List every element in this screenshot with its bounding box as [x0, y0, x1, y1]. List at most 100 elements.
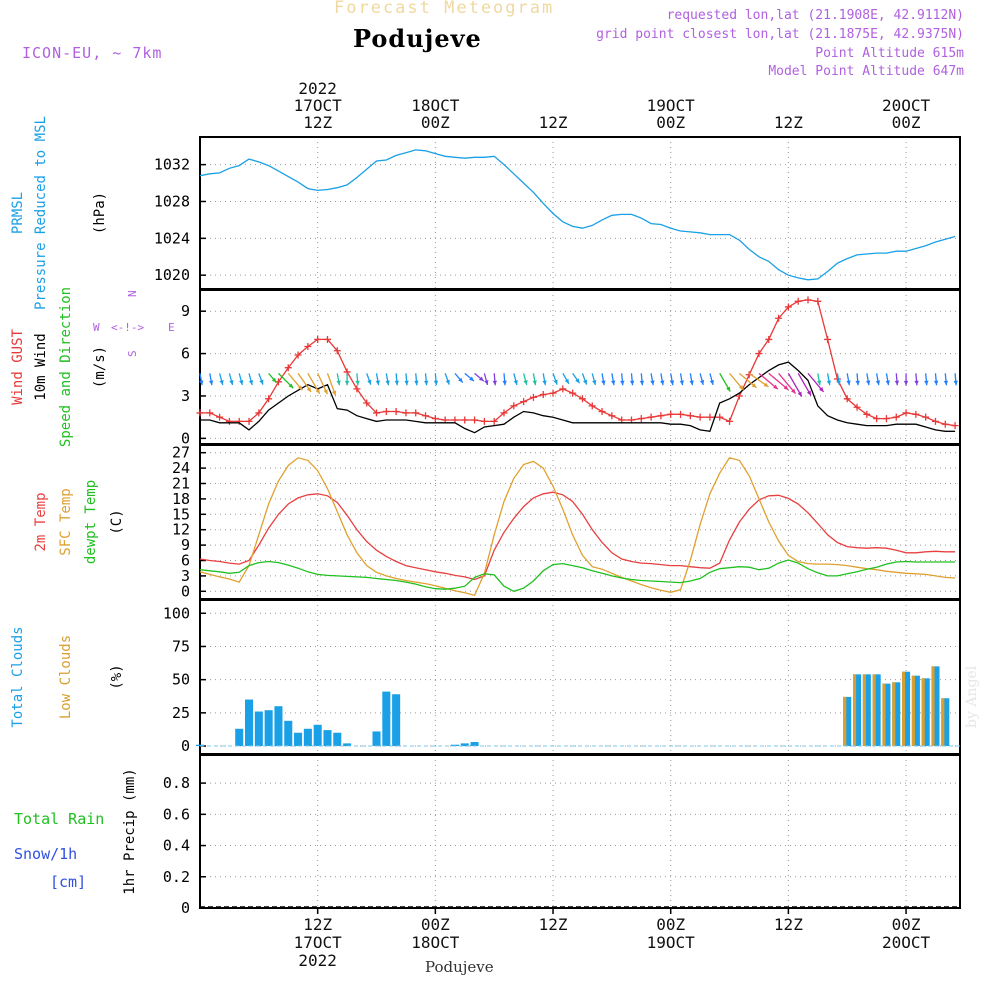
y-tick-label: 21: [172, 475, 190, 493]
time-label-bottom: 2022: [298, 951, 337, 970]
wind-barb-head: [523, 380, 528, 385]
y-tick-label: 0.4: [163, 837, 190, 855]
panel-label: Wind GUST: [10, 329, 26, 405]
wind-barb-head: [375, 380, 380, 386]
panel-label: dewpt Temp: [83, 480, 99, 564]
gust-marker: [529, 393, 537, 401]
wind-barb-head: [826, 380, 832, 386]
wind-barb-head: [336, 380, 341, 386]
y-tick-label: 12: [172, 521, 190, 539]
model-point-altitude: Model Point Altitude 647m: [768, 64, 964, 79]
y-tick-label: 3: [181, 567, 190, 585]
gust-marker: [461, 416, 469, 424]
wind-barb-head: [797, 391, 802, 397]
time-label-top: 12Z: [774, 113, 803, 132]
y-tick-label: 1020: [154, 266, 190, 284]
time-label-top: 20OCT: [882, 96, 931, 115]
legend-snow: Snow/1h: [14, 845, 77, 863]
wind-barb-head: [875, 380, 881, 386]
total-cloud-bar: [343, 743, 352, 747]
gust-marker: [951, 422, 959, 430]
time-label-top: 18OCT: [411, 96, 460, 115]
y-tick-label: 0.8: [163, 774, 190, 792]
wind-barb-head: [542, 380, 547, 386]
wind-barb-head: [575, 378, 580, 384]
panel-label: PRMSL: [10, 192, 26, 234]
total-cloud-bar: [941, 698, 950, 747]
wind-barb-head: [699, 380, 705, 385]
gust-marker: [510, 402, 518, 410]
gust-marker: [882, 415, 890, 423]
wind-barb-head: [751, 383, 757, 388]
wind-barb-head: [611, 380, 616, 386]
time-label-top: 12Z: [539, 113, 568, 132]
total-cloud-bar: [195, 744, 205, 747]
compass-north: N: [126, 290, 139, 297]
y-tick-label: 9: [181, 536, 190, 554]
wind-barb-head: [894, 380, 900, 386]
wind-barb-head: [469, 376, 474, 382]
panel-label: Speed and Direction: [58, 287, 74, 447]
wind-barb-head: [297, 385, 303, 391]
wind-barb-head: [478, 376, 484, 382]
panel-label: Low Clouds: [58, 635, 74, 719]
panel-label: (C): [109, 509, 125, 534]
wind-barb-head: [885, 380, 890, 386]
panel-label: Total Clouds: [10, 626, 26, 727]
gust-line: [200, 299, 956, 427]
wind-barb-head: [394, 380, 399, 386]
wind-barb-head: [763, 382, 769, 387]
wind-barb-head: [414, 380, 419, 386]
y-tick-label: 0.6: [163, 805, 190, 823]
gust-marker: [392, 408, 400, 416]
y-tick-label: 6: [181, 552, 190, 570]
panel-label: (hPa): [92, 192, 108, 234]
low-cloud-bar: [902, 671, 906, 747]
wind-barb-head: [772, 384, 778, 390]
y-tick-label: 1024: [154, 229, 190, 247]
low-cloud-bar: [931, 666, 935, 747]
wind-barb-head: [288, 383, 294, 389]
gust-marker: [804, 296, 812, 304]
time-label-bottom: 00Z: [656, 915, 685, 934]
y-tick-label: 1032: [154, 156, 190, 174]
time-label-top: 00Z: [892, 113, 921, 132]
gust-marker: [314, 335, 322, 343]
gust-marker: [755, 350, 763, 358]
gust-marker: [412, 409, 420, 417]
wind-barb-head: [943, 380, 949, 386]
wind-barb-head: [385, 380, 390, 386]
wind-barb-head: [650, 380, 655, 386]
gust-marker: [284, 364, 292, 372]
gust-marker: [794, 297, 802, 305]
y-tick-label: 1028: [154, 192, 190, 210]
gust-marker: [549, 389, 557, 397]
panel-frame: [199, 754, 961, 909]
wind-barb-head: [709, 380, 714, 385]
wind-barb-head: [620, 380, 625, 386]
time-label-bottom: 20OCT: [882, 933, 931, 952]
low-cloud-bar: [882, 683, 886, 747]
wind-barb-head: [816, 380, 822, 386]
gust-marker: [598, 408, 606, 416]
wind-barb-head: [315, 388, 320, 394]
total-cloud-bar: [294, 732, 303, 747]
gust-marker: [716, 413, 724, 421]
gust-marker: [696, 413, 704, 421]
wind-barb-head: [513, 380, 518, 385]
gust-marker: [922, 413, 930, 421]
gust-marker: [784, 303, 792, 311]
panel-label: 2m Temp: [33, 492, 49, 551]
y-tick-label: 50: [172, 671, 190, 689]
total-cloud-bar: [843, 696, 852, 747]
grid-point-coords: grid point closest lon,lat (21.1875E, 42…: [596, 27, 964, 42]
panel-frame: [199, 136, 961, 290]
y-tick-label: 6: [181, 345, 190, 363]
total-cloud-bar: [882, 683, 891, 747]
y-tick-label: 0.2: [163, 868, 190, 886]
temp-2m-line: [199, 491, 956, 581]
total-cloud-bar: [303, 728, 312, 747]
temp-sfc-line: [199, 457, 956, 597]
y-tick-label: 27: [172, 444, 190, 462]
